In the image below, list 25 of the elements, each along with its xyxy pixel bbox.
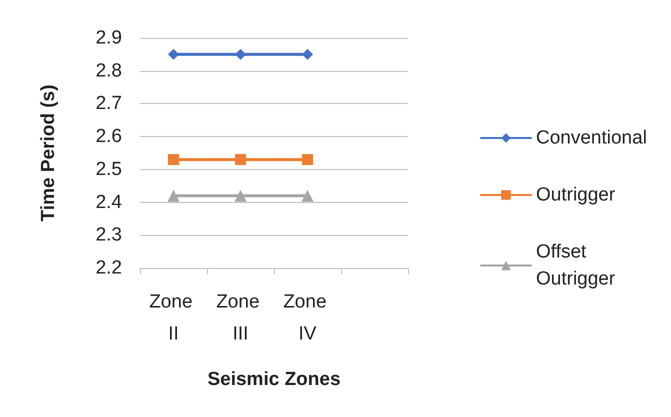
y-tick-label: 2.5 bbox=[96, 158, 122, 180]
x-tick-label: Zone IV bbox=[283, 292, 332, 344]
y-tick-label: 2.7 bbox=[96, 93, 122, 114]
point bbox=[302, 48, 313, 60]
point bbox=[235, 154, 246, 166]
y-tick-label: 2.9 bbox=[96, 28, 122, 48]
point bbox=[302, 154, 313, 166]
y-tick-label: 2.6 bbox=[96, 126, 122, 148]
point bbox=[168, 190, 180, 202]
point bbox=[168, 154, 179, 166]
point bbox=[168, 48, 179, 60]
y-tick-label: 2.8 bbox=[96, 60, 122, 82]
y-tick-label: 2.4 bbox=[96, 192, 122, 213]
y-tick-label: 2.3 bbox=[96, 224, 122, 246]
y-tick-label: 2.2 bbox=[96, 258, 122, 278]
legend-label: Conventional bbox=[536, 128, 647, 148]
y-axis-title: Time Period (s) bbox=[38, 84, 59, 222]
point bbox=[234, 190, 246, 202]
point bbox=[235, 48, 246, 60]
x-tick-label: Zone II bbox=[149, 292, 198, 344]
point bbox=[302, 190, 314, 202]
x-tick-label: Zone III bbox=[216, 292, 265, 344]
x-axis-title: Seismic Zones bbox=[207, 369, 341, 390]
legend-label: Offset Outrigger bbox=[536, 242, 616, 290]
legend-label: Outrigger bbox=[536, 184, 616, 206]
